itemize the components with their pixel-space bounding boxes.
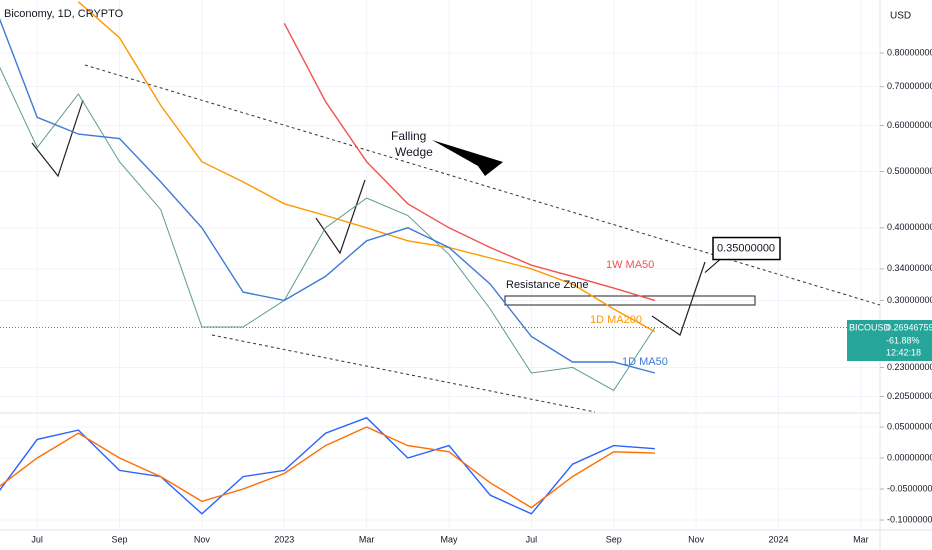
target-pointer <box>704 259 721 273</box>
countdown: 12:42:18 <box>886 347 921 357</box>
series-line <box>0 426 655 509</box>
y-tick-label: 0.30000000 <box>887 295 932 305</box>
x-tick-label: Mar <box>359 534 375 544</box>
ma-label: 1D MA200 <box>590 314 642 326</box>
y-tick-label: 0.50000000 <box>887 166 932 176</box>
x-tick-label: 2024 <box>768 534 788 544</box>
y-tick-label: -0.05000000 <box>887 483 932 493</box>
ma-label: 1W MA50 <box>606 259 654 271</box>
y-tick-label: 0.00000000 <box>887 452 932 462</box>
x-tick-label: Jul <box>31 534 43 544</box>
x-tick-label: Mar <box>853 534 869 544</box>
y-tick-label: 0.20500000 <box>887 391 932 401</box>
projection <box>651 261 706 336</box>
y-tick-label: 0.23000000 <box>887 362 932 372</box>
y-tick-label: 0.34000000 <box>887 263 932 273</box>
y-tick-label: 0.60000000 <box>887 120 932 130</box>
x-tick-label: May <box>440 534 458 544</box>
y-tick-label: 0.70000000 <box>887 81 932 91</box>
resistance-zone <box>504 295 756 306</box>
target-box <box>712 236 781 261</box>
x-tick-label: Sep <box>606 534 622 544</box>
series-line <box>77 1 656 333</box>
plot <box>0 1 880 515</box>
x-tick-label: Sep <box>112 534 128 544</box>
y-tick-label: 0.40000000 <box>887 222 932 232</box>
series-line <box>0 18 656 374</box>
annotation: Wedge <box>395 145 433 159</box>
change: -61.88% <box>886 335 920 345</box>
x-tick-label: Jul <box>526 534 538 544</box>
y-tick-label: 0.80000000 <box>887 47 932 57</box>
symbol: BICOUSD <box>849 322 891 332</box>
series-line <box>0 66 656 392</box>
last-price: 0.26946759 <box>886 322 932 332</box>
x-tick-label: 2023 <box>274 534 294 544</box>
series-line <box>283 22 656 302</box>
pattern-drawing <box>31 99 84 178</box>
chart-title: Biconomy, 1D, CRYPTO <box>4 8 124 20</box>
wedge-arrow <box>432 140 503 176</box>
target-label: 0.35000000 <box>717 242 775 254</box>
x-tick-label: Nov <box>194 534 211 544</box>
wedge-lower <box>211 334 596 413</box>
annotation: Resistance Zone <box>506 279 589 291</box>
price-label-box <box>847 320 932 361</box>
ma-label: 1D MA50 <box>622 356 668 368</box>
x-tick-label: Nov <box>688 534 705 544</box>
y-tick-label: 0.05000000 <box>887 421 932 431</box>
annotation: Falling <box>391 129 426 143</box>
wedge-upper <box>84 64 880 306</box>
currency: USD <box>890 11 911 22</box>
